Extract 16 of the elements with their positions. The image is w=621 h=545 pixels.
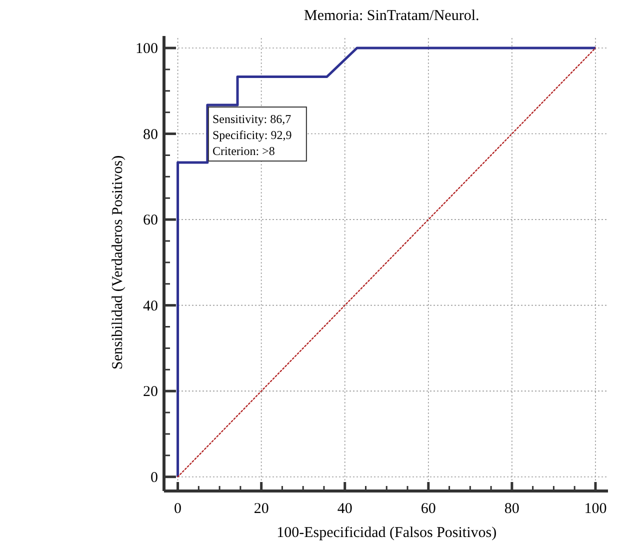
x-tick-label: 80 xyxy=(504,501,520,517)
x-tick-label: 0 xyxy=(174,501,182,517)
y-tick-label: 60 xyxy=(143,212,158,229)
x-tick-label: 40 xyxy=(337,501,352,517)
x-tick-label: 60 xyxy=(420,501,436,517)
y-tick-label: 0 xyxy=(150,470,158,486)
y-tick-label: 100 xyxy=(136,41,158,58)
chart-title: Memoria: SinTratam/Neurol. xyxy=(304,8,480,24)
x-axis-title: 100-Especificidad (Falsos Positivos) xyxy=(276,525,497,541)
y-tick-label: 80 xyxy=(143,126,158,143)
annotation: Sensitivity: 86,7 Specificity: 92,9 Criterion: >8 xyxy=(212,112,292,158)
y-axis-title: Sensibilidad (Verdaderos Positivos) xyxy=(110,155,126,370)
y-tick-label: 40 xyxy=(143,298,158,314)
x-tick-label: 100 xyxy=(584,501,607,517)
x-tick-label: 20 xyxy=(254,501,269,517)
y-tick-label: 20 xyxy=(143,384,158,400)
